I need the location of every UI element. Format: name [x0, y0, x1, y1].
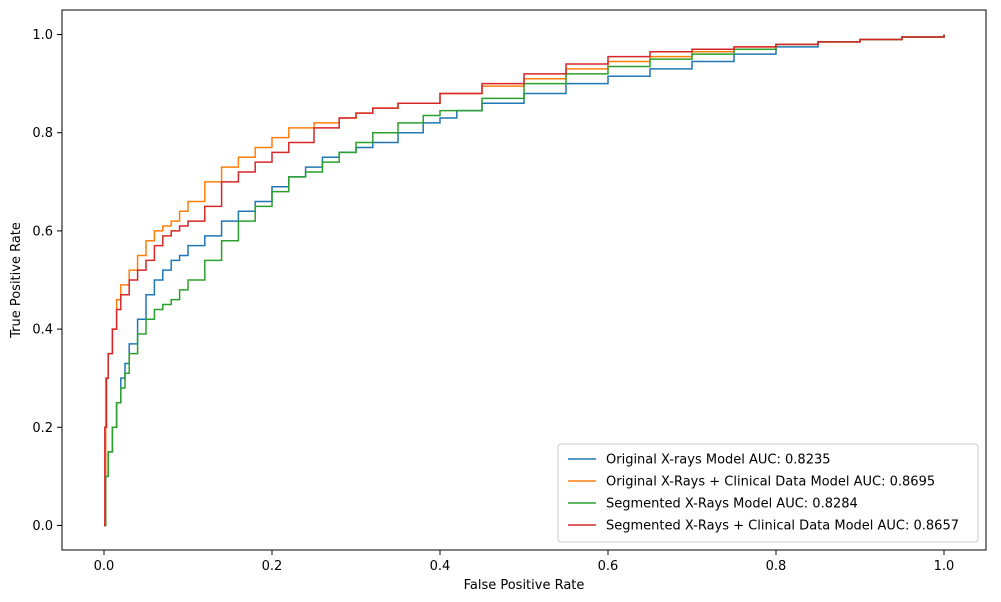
x-axis-label: False Positive Rate [464, 578, 585, 593]
plot-lines [104, 34, 945, 527]
x-tick-label: 0.2 [262, 559, 283, 574]
y-axis-label: True Positive Rate [9, 222, 24, 339]
series-line-2 [104, 34, 945, 527]
y-tick-label: 0.4 [32, 323, 53, 338]
y-tick-label: 0.6 [32, 224, 53, 239]
y-tick-label: 0.0 [32, 519, 53, 534]
x-tick-label: 0.4 [430, 559, 451, 574]
x-tick-label: 1.0 [934, 559, 955, 574]
legend-label-2: Original X-Rays + Clinical Data Model AU… [606, 475, 935, 490]
legend-label-1: Original X-rays Model AUC: 0.8235 [606, 453, 831, 468]
x-axis-ticks: 0.0 0.2 0.4 0.6 0.8 1.0 [94, 550, 955, 574]
x-tick-label: 0.0 [94, 559, 115, 574]
series-line-3 [104, 34, 945, 527]
axes-frame [61, 9, 987, 551]
series-line-4 [104, 34, 945, 527]
y-tick-label: 0.2 [32, 421, 53, 436]
y-tick-label: 0.8 [32, 126, 53, 141]
legend-label-4: Segmented X-Rays + Clinical Data Model A… [606, 519, 959, 534]
y-tick-label: 1.0 [32, 28, 53, 43]
legend-label-3: Segmented X-Rays Model AUC: 0.8284 [606, 497, 858, 512]
legend: Original X-rays Model AUC: 0.8235 Origina… [557, 443, 979, 543]
x-tick-label: 0.8 [766, 559, 787, 574]
x-tick-label: 0.6 [598, 559, 619, 574]
legend-box [557, 443, 979, 543]
y-axis-ticks: 0.0 0.2 0.4 0.6 0.8 1.0 [32, 28, 62, 534]
